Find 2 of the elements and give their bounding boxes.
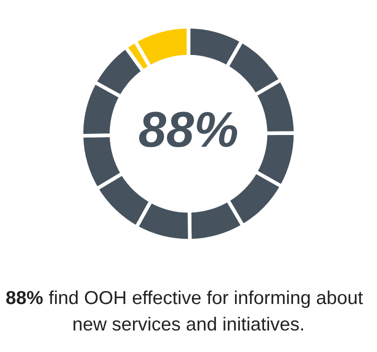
text: 88% find OOH effective for informing about new services and initiatives. <box>6 290 363 331</box>
text: 88% <box>139 112 238 148</box>
